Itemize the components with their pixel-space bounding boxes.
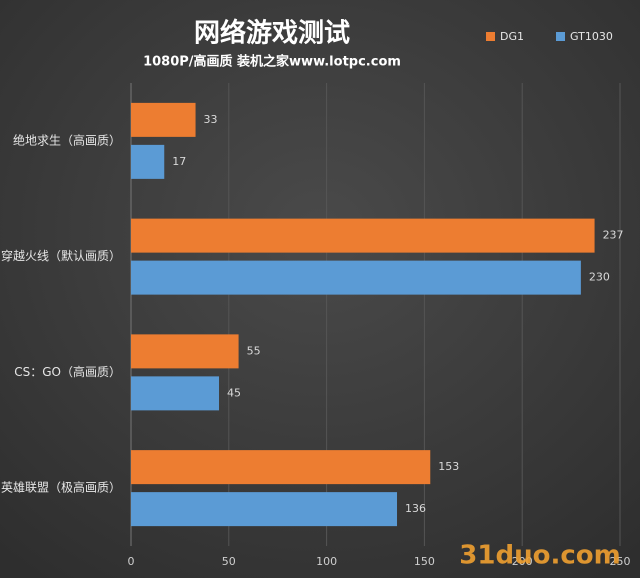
watermark: 31duo.com	[459, 541, 620, 571]
chart-title: 网络游戏测试	[194, 18, 350, 49]
data-label: 153	[438, 460, 459, 473]
bar	[131, 102, 196, 137]
data-label: 33	[204, 113, 218, 126]
legend-label: DG1	[500, 30, 524, 43]
data-label: 136	[405, 502, 426, 515]
x-tick-label: 250	[610, 555, 631, 568]
data-label: 237	[603, 229, 624, 242]
data-label: 55	[247, 344, 261, 357]
data-label: 45	[227, 386, 241, 399]
bar	[131, 376, 220, 411]
y-tick-label: 穿越火线（默认画质）	[1, 248, 121, 263]
x-tick-label: 100	[316, 555, 337, 568]
x-tick-label: 50	[222, 555, 236, 568]
chart-subtitle: 1080P/高画质 装机之家www.lotpc.com	[143, 54, 401, 70]
y-tick-label: 英雄联盟（极高画质）	[1, 480, 121, 495]
x-tick-label: 150	[414, 555, 435, 568]
bar	[131, 218, 595, 253]
bar	[131, 334, 239, 369]
plot: 0 50 100 150 200 250 绝地求生（高画质） 33 17 穿越火线（默认画质） 23…	[1, 83, 631, 568]
bar	[131, 144, 165, 179]
bar	[131, 260, 581, 295]
x-tick-label: 200	[512, 555, 533, 568]
y-tick-label: CS：GO（高画质）	[14, 364, 121, 379]
legend-label: GT1030	[570, 30, 613, 43]
bar	[131, 492, 398, 527]
legend-swatch	[556, 32, 565, 41]
bar	[131, 450, 431, 485]
y-tick-label: 绝地求生（高画质）	[13, 132, 121, 147]
x-tick-label: 0	[128, 555, 135, 568]
legend-swatch	[486, 32, 495, 41]
legend: DG1 GT1030	[486, 30, 613, 43]
data-label: 230	[589, 271, 610, 284]
data-label: 17	[172, 155, 186, 168]
